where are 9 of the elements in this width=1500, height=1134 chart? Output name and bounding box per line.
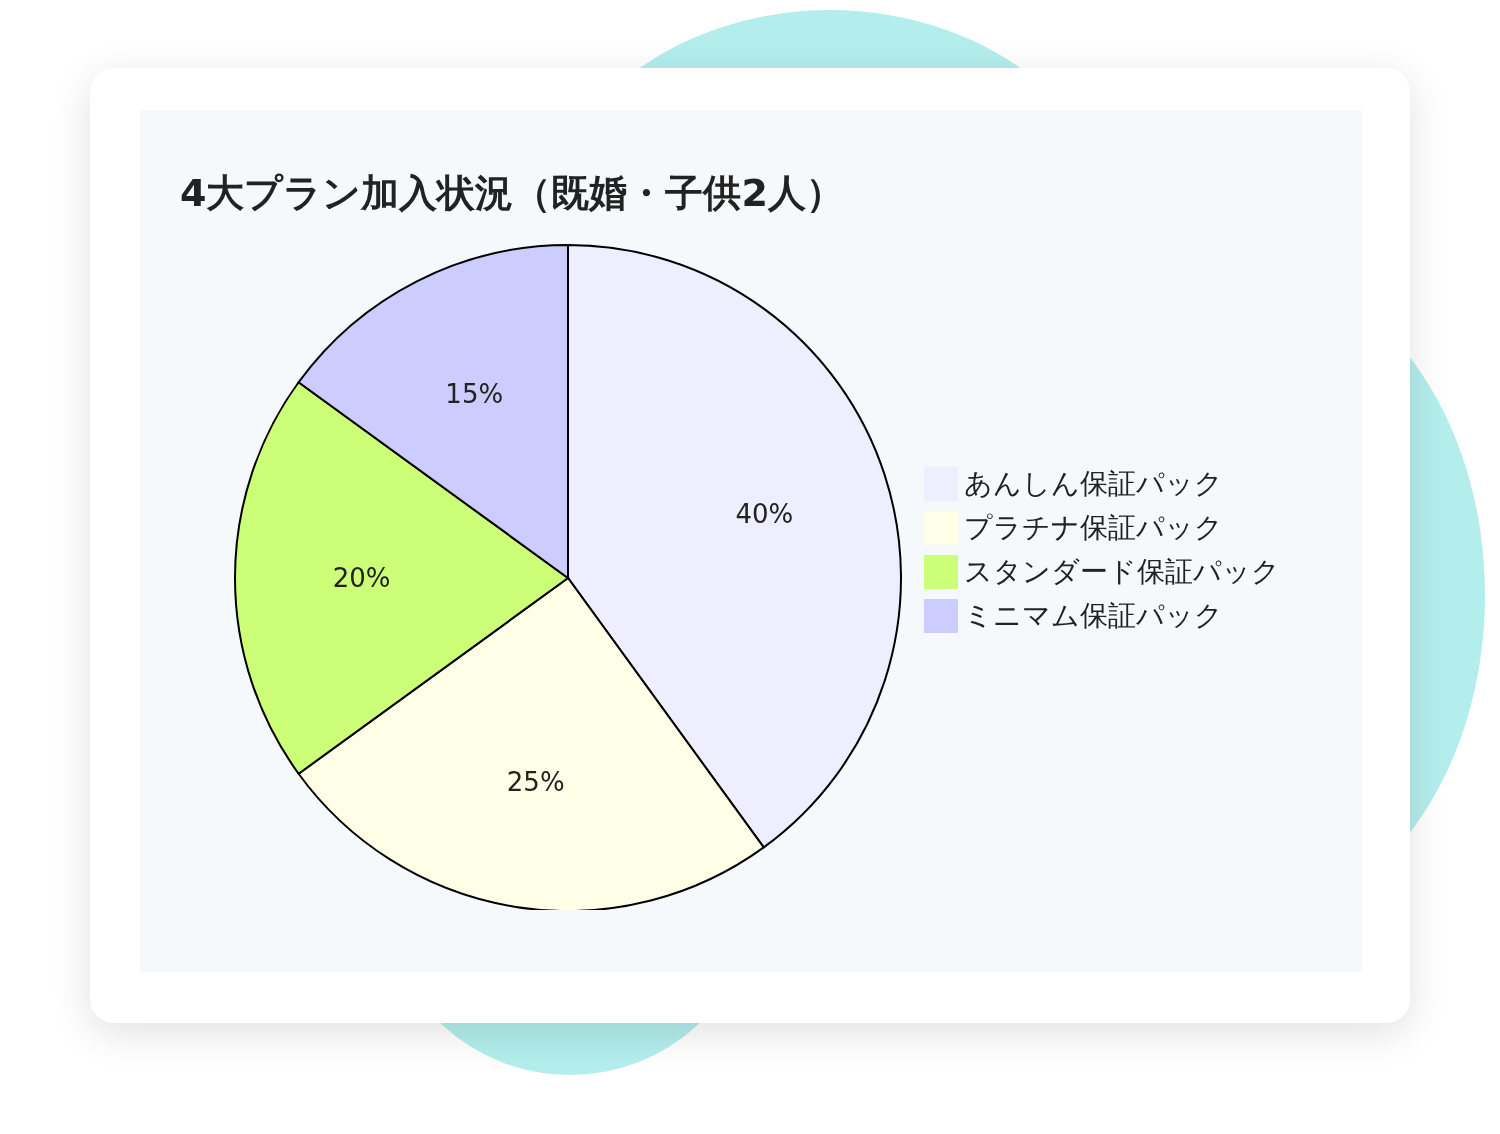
legend-label: スタンダード保証パック [964,554,1280,590]
slice-label: あんしん保証パック [964,466,1223,502]
data-label: 40% [735,499,794,530]
data-label: 20% [332,563,391,593]
data-label: 15% [445,379,504,410]
legend-label: ミニマム保証パック [964,598,1223,634]
data-label: 25% [506,766,565,797]
chart-title: 4大プラン加入状況（既婚・子供2人） [180,170,844,217]
legend-label: プラチナ保証パック [964,510,1223,546]
